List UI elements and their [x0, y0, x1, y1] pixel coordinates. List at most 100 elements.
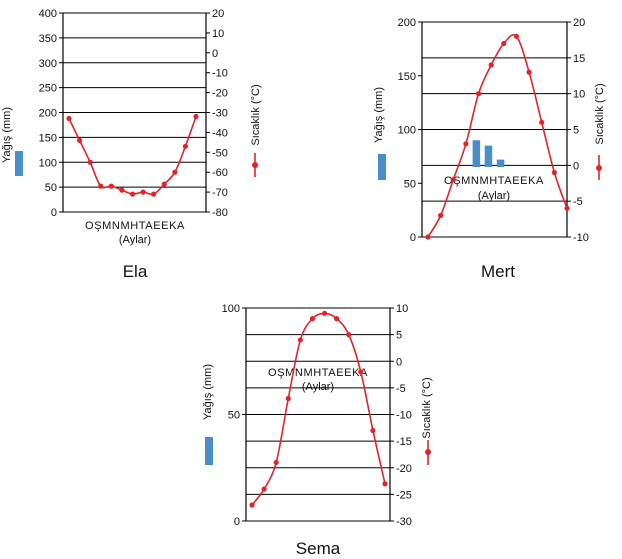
temperature-point: [425, 234, 431, 240]
y-left-tick-label: 0: [410, 232, 416, 244]
chart-mert: Mert OŞMNMHTAEEKA (Aylar) Yağış (mm) Sıc…: [373, 17, 606, 281]
y-right-tick-label: 10: [396, 303, 408, 315]
y-right-tick-label: -50: [212, 147, 228, 159]
temperature-point: [273, 459, 279, 466]
temperature-point: [285, 395, 291, 402]
temperature-point: [463, 141, 469, 147]
y-right-tick-label: -10: [396, 410, 412, 422]
temperature-point: [161, 181, 167, 187]
x-axis-tick-labels: OŞMNMHTAEEKA: [268, 367, 368, 379]
y-left-tick-label: 400: [39, 8, 57, 20]
y-right-tick-label: -15: [396, 436, 412, 448]
temperature-point: [151, 191, 157, 197]
y-left-tick-label: 100: [222, 303, 240, 315]
temperature-point: [438, 212, 444, 219]
precipitation-bar: [484, 145, 493, 167]
temperature-point: [370, 427, 376, 434]
y-axis-right-label: Sıcaklık (°C): [250, 84, 262, 145]
precipitation-bar: [472, 140, 481, 167]
y-right-tick-label: -70: [212, 187, 228, 199]
temperature-point: [98, 183, 104, 189]
temperature-point: [249, 502, 255, 508]
y-left-tick-label: 200: [398, 17, 416, 29]
y-right-tick-label: 0: [396, 356, 402, 368]
y-right-tick-label: -20: [396, 463, 412, 475]
legend-temperature-marker: [596, 155, 602, 180]
chart-sema: Sema OŞMNMHTAEEKA (Aylar) Yağış (mm) Sıc…: [202, 303, 433, 558]
temperature-line: [251, 312, 386, 506]
temperature-point: [346, 332, 352, 338]
temperature-point: [321, 310, 328, 316]
y-left-tick-label: 0: [234, 516, 240, 528]
temperature-point: [551, 169, 557, 176]
y-left-tick-label: 0: [51, 207, 57, 219]
temperature-point: [87, 159, 93, 165]
temperature-point: [382, 481, 388, 487]
chart-title: Sema: [296, 539, 341, 558]
y-left-tick-label: 350: [39, 33, 57, 45]
y-right-tick-label: -80: [212, 207, 228, 219]
temperature-point: [66, 115, 72, 122]
chart-title: Mert: [481, 262, 515, 281]
temperature-point: [358, 369, 364, 375]
y-left-tick-label: 50: [228, 410, 240, 422]
temperature-point: [108, 183, 114, 189]
y-left-tick-label: 100: [398, 125, 416, 137]
y-left-tick-label: 200: [39, 108, 57, 120]
y-right-tick-label: 0: [573, 160, 579, 172]
y-right-tick-label: -5: [396, 383, 406, 395]
y-axis-left-label: Yağış (mm): [373, 87, 385, 143]
y-left-tick-label: 150: [398, 71, 416, 83]
y-right-tick-label: 20: [212, 8, 224, 20]
y-right-tick-label: -40: [212, 127, 228, 139]
temperature-point: [513, 33, 520, 39]
temperature-point: [76, 137, 83, 143]
temperature-point: [539, 119, 545, 125]
temperature-point: [309, 316, 316, 322]
y-axis-right-label: Sıcaklık (°C): [421, 377, 433, 438]
temperature-point: [501, 40, 507, 47]
temperature-point: [193, 113, 199, 120]
y-right-tick-label: 5: [396, 330, 402, 342]
temperature-point: [261, 486, 267, 492]
temperature-point: [475, 91, 482, 97]
x-axis-label: (Aylar): [302, 381, 334, 393]
legend-temperature-marker: [252, 153, 258, 177]
y-right-tick-label: 10: [573, 89, 585, 101]
y-right-tick-label: -30: [396, 516, 412, 528]
x-axis-label: (Aylar): [119, 234, 151, 246]
temperature-point: [488, 62, 494, 68]
temperature-point: [172, 169, 178, 175]
y-right-tick-label: 15: [573, 53, 585, 65]
y-right-tick-label: -25: [396, 489, 412, 501]
temperature-point: [334, 316, 340, 322]
legend-precipitation-swatch: [205, 437, 213, 465]
y-axis-left-label: Yağış (mm): [202, 364, 214, 420]
temperature-point: [450, 177, 456, 183]
y-right-tick-label: 5: [573, 125, 579, 137]
y-left-tick-label: 150: [39, 132, 57, 144]
y-right-tick-label: 20: [573, 17, 585, 29]
legend-precipitation-swatch: [378, 154, 386, 180]
y-right-tick-label: -10: [573, 232, 589, 244]
y-right-tick-label: 0: [212, 48, 218, 60]
x-axis-tick-labels: OŞMNMHTAEEKA: [444, 175, 544, 187]
chart-ela: Ela OŞMNMHTAEEKA (Aylar) Yağış (mm) Sıca…: [1, 8, 262, 281]
precipitation-bar: [496, 159, 505, 167]
x-axis-tick-labels: OŞMNMHTAEEKA: [85, 220, 185, 232]
temperature-point: [119, 187, 125, 193]
legend-temperature-marker: [425, 440, 431, 465]
y-axis-right-label: Sıcaklık (°C): [594, 83, 606, 144]
y-right-tick-label: -60: [212, 167, 228, 179]
y-left-tick-label: 100: [39, 157, 57, 169]
temperature-point: [129, 191, 136, 197]
temperature-point: [182, 143, 189, 149]
x-axis-label: (Aylar): [478, 190, 510, 202]
y-left-tick-label: 300: [39, 58, 57, 70]
y-left-tick-label: 50: [45, 182, 57, 194]
y-right-tick-label: -5: [573, 196, 583, 208]
y-right-tick-label: -20: [212, 88, 228, 100]
temperature-point: [526, 69, 532, 75]
temperature-point: [564, 205, 570, 211]
